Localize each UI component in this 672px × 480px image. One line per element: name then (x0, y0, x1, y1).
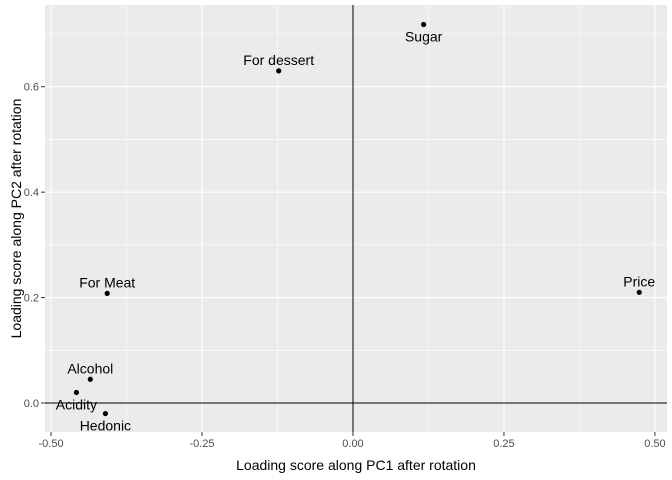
x-axis-ticks: -0.50 -0.25 0.00 0.25 0.50 (38, 432, 666, 450)
y-tick-label: 0.4 (24, 187, 39, 199)
point-label: Price (623, 273, 655, 289)
data-point (104, 290, 110, 296)
reference-lines (45, 5, 667, 432)
point-label: Sugar (405, 29, 443, 45)
x-tick-label: 0.00 (342, 438, 363, 450)
x-axis-title: Loading score along PC1 after rotation (236, 457, 476, 473)
y-axis-title: Loading score along PC2 after rotation (8, 99, 24, 339)
y-tick-label: 0.0 (24, 398, 39, 410)
data-point (102, 410, 108, 417)
plot-panel (45, 5, 667, 432)
x-tick-label: -0.25 (189, 438, 214, 450)
data-point (276, 68, 282, 74)
x-tick-label: 0.25 (493, 438, 514, 450)
grid-minor (45, 5, 667, 432)
point-labels: Sugar For dessert Price For Meat Alcohol Acid… (56, 29, 656, 434)
point-label: Acidity (56, 396, 97, 412)
data-point (421, 21, 427, 28)
point-label: For dessert (243, 52, 314, 68)
point-label: Alcohol (67, 360, 113, 376)
data-point (73, 389, 80, 396)
y-axis-ticks: 0.0 0.2 0.4 0.6 (24, 82, 45, 410)
x-tick-label: -0.50 (38, 438, 63, 450)
data-point (87, 376, 93, 382)
data-point (636, 289, 642, 295)
point-label: Hedonic (80, 418, 131, 434)
point-label: For Meat (79, 274, 135, 290)
y-tick-label: 0.2 (24, 293, 39, 305)
x-tick-label: 0.50 (644, 438, 665, 450)
y-tick-label: 0.6 (24, 82, 39, 94)
data-points (73, 21, 642, 417)
